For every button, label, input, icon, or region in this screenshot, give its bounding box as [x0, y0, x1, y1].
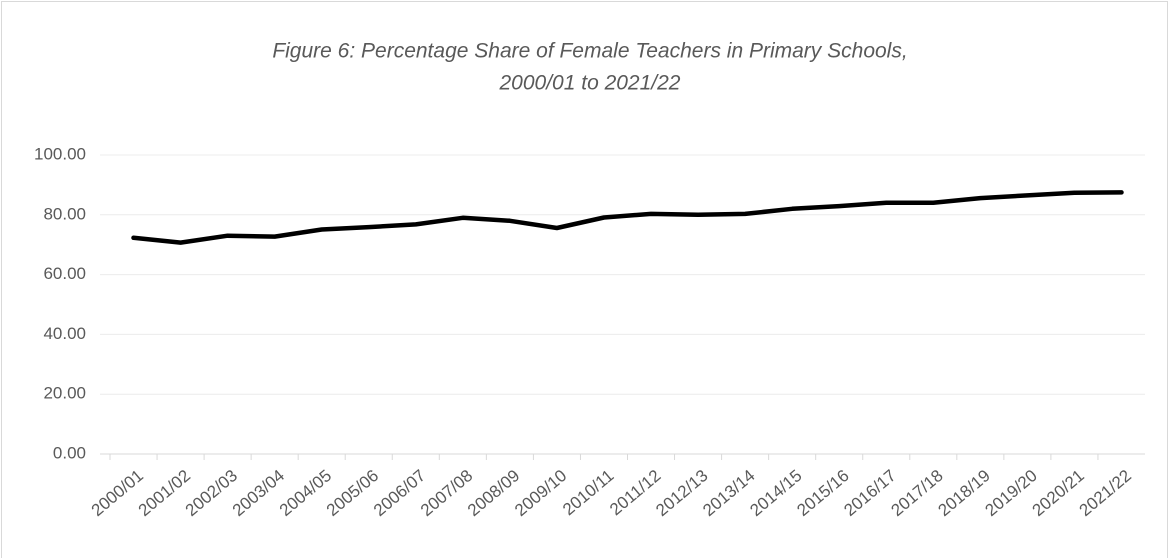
y-tick-label: 20.00: [43, 384, 86, 403]
y-tick-label: 40.00: [43, 324, 86, 343]
y-tick-label: 100.00: [34, 144, 86, 163]
y-tick-label: 0.00: [53, 443, 86, 462]
y-tick-label: 80.00: [43, 204, 86, 223]
chart-title: 2000/01 to 2021/22: [498, 72, 680, 95]
chart-title: Figure 6: Percentage Share of Female Tea…: [272, 40, 907, 63]
line: [131, 190, 1124, 245]
y-tick-label: 60.00: [43, 264, 86, 283]
